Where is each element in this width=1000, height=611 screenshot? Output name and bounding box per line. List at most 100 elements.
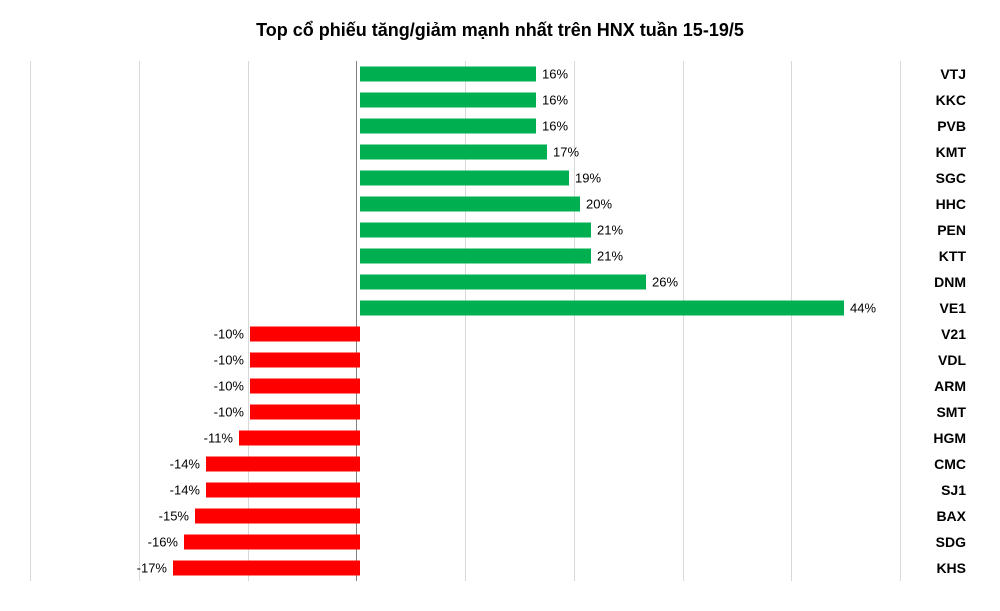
bar-area: 17%: [30, 139, 910, 165]
bar-area: 16%: [30, 61, 910, 87]
ticker-label: SGC: [910, 170, 970, 186]
bar-value-label: 17%: [553, 145, 579, 160]
bar-value-label: 21%: [597, 223, 623, 238]
chart-row: 20% HHC: [30, 191, 970, 217]
ticker-label: PEN: [910, 222, 970, 238]
bar: [195, 509, 360, 524]
ticker-label: HGM: [910, 430, 970, 446]
ticker-label: KKC: [910, 92, 970, 108]
ticker-label: VDL: [910, 352, 970, 368]
bar-area: -14%: [30, 451, 910, 477]
bar: [360, 223, 591, 238]
chart-row: -16% SDG: [30, 529, 970, 555]
chart-title: Top cổ phiếu tăng/giảm mạnh nhất trên HN…: [30, 20, 970, 41]
bar-value-label: -10%: [214, 405, 244, 420]
bar-area: -14%: [30, 477, 910, 503]
chart-row: 26% DNM: [30, 269, 970, 295]
bar-value-label: 20%: [586, 197, 612, 212]
ticker-label: SMT: [910, 404, 970, 420]
bar-value-label: -16%: [148, 535, 178, 550]
bar: [250, 353, 360, 368]
chart-row: 19% SGC: [30, 165, 970, 191]
bar: [360, 145, 547, 160]
bar-value-label: -10%: [214, 327, 244, 342]
chart-row: 21% KTT: [30, 243, 970, 269]
chart-row: 16%VTJ: [30, 61, 970, 87]
bar-value-label: -10%: [214, 379, 244, 394]
bar-value-label: 16%: [542, 93, 568, 108]
bar-area: 21%: [30, 217, 910, 243]
chart-row: 17% KMT: [30, 139, 970, 165]
chart-row: -17% KHS: [30, 555, 970, 581]
ticker-label: KTT: [910, 248, 970, 264]
ticker-label: BAX: [910, 508, 970, 524]
bar-area: 16%: [30, 87, 910, 113]
ticker-label: ARM: [910, 378, 970, 394]
chart-row: -10% V21: [30, 321, 970, 347]
bar-value-label: 21%: [597, 249, 623, 264]
chart-row: 44% VE1: [30, 295, 970, 321]
bar-area: 21%: [30, 243, 910, 269]
bar: [360, 275, 646, 290]
bar-value-label: 26%: [652, 275, 678, 290]
bar-area: -10%: [30, 399, 910, 425]
chart-row: 16% KKC: [30, 87, 970, 113]
bar: [360, 301, 844, 316]
bar: [360, 67, 536, 82]
bar-value-label: -14%: [170, 483, 200, 498]
chart-row: -14% CMC: [30, 451, 970, 477]
bar-area: -11%: [30, 425, 910, 451]
chart-row: -15% BAX: [30, 503, 970, 529]
bar-area: 44%: [30, 295, 910, 321]
bar: [250, 405, 360, 420]
bar: [250, 327, 360, 342]
ticker-label: CMC: [910, 456, 970, 472]
bar-value-label: 44%: [850, 301, 876, 316]
ticker-label: SJ1: [910, 482, 970, 498]
bar-area: -10%: [30, 373, 910, 399]
chart-container: 16%VTJ16%KKC16%PVB17%KMT19%SGC20%HHC21%P…: [30, 61, 970, 581]
chart-row: -14% SJ1: [30, 477, 970, 503]
bar-area: 19%: [30, 165, 910, 191]
bar: [184, 535, 360, 550]
bar: [239, 431, 360, 446]
ticker-label: V21: [910, 326, 970, 342]
ticker-label: KHS: [910, 560, 970, 576]
chart-row: -10% ARM: [30, 373, 970, 399]
bar-area: -10%: [30, 347, 910, 373]
chart-row: -10% SMT: [30, 399, 970, 425]
bar: [360, 171, 569, 186]
bar: [360, 197, 580, 212]
bar-area: -10%: [30, 321, 910, 347]
bar-area: 16%: [30, 113, 910, 139]
ticker-label: DNM: [910, 274, 970, 290]
bar-value-label: -15%: [159, 509, 189, 524]
bar-area: -15%: [30, 503, 910, 529]
ticker-label: HHC: [910, 196, 970, 212]
ticker-label: VTJ: [910, 66, 970, 82]
bar-value-label: -10%: [214, 353, 244, 368]
bar-area: 26%: [30, 269, 910, 295]
ticker-label: SDG: [910, 534, 970, 550]
bar-value-label: 19%: [575, 171, 601, 186]
bar: [250, 379, 360, 394]
bar: [360, 249, 591, 264]
ticker-label: KMT: [910, 144, 970, 160]
bar: [206, 457, 360, 472]
ticker-label: PVB: [910, 118, 970, 134]
bar-value-label: 16%: [542, 119, 568, 134]
bar-value-label: -11%: [204, 431, 233, 446]
bar-area: 20%: [30, 191, 910, 217]
bar: [206, 483, 360, 498]
bar: [173, 561, 360, 576]
bar-value-label: -17%: [137, 561, 167, 576]
chart-row: 16% PVB: [30, 113, 970, 139]
bar-area: -17%: [30, 555, 910, 581]
bar-value-label: -14%: [170, 457, 200, 472]
bar: [360, 93, 536, 108]
ticker-label: VE1: [910, 300, 970, 316]
chart-row: -11% HGM: [30, 425, 970, 451]
bar: [360, 119, 536, 134]
bar-area: -16%: [30, 529, 910, 555]
chart-row: 21% PEN: [30, 217, 970, 243]
